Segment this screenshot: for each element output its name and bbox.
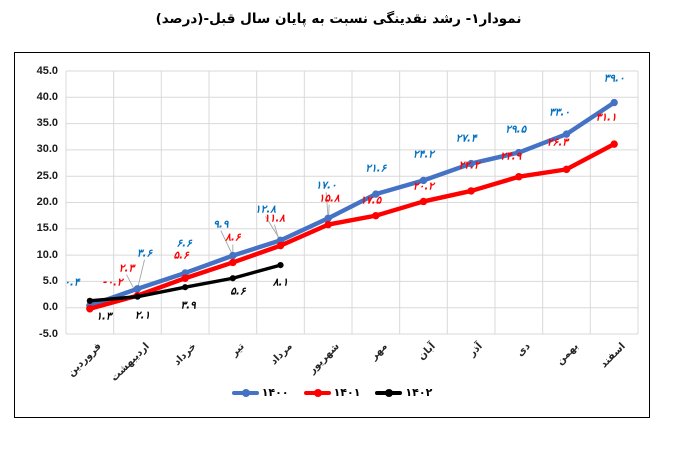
data-point <box>324 220 332 229</box>
data-label: ۵.۶ <box>230 285 246 298</box>
data-point <box>229 258 237 267</box>
data-point <box>419 197 428 206</box>
y-axis-label: 40.0 <box>36 90 58 103</box>
data-label: ۱۱.۸ <box>264 212 285 225</box>
data-label: ۲۰.۲ <box>413 180 434 193</box>
data-point <box>134 293 141 300</box>
data-point <box>277 261 284 269</box>
data-label: ۱.۳ <box>96 310 112 323</box>
y-axis-label: 35.0 <box>36 117 58 130</box>
y-axis-label: -5.0 <box>39 327 58 340</box>
data-label: ۲.۳ <box>118 262 135 275</box>
data-label: ۲۷.۴ <box>455 132 477 145</box>
data-label: -۰.۲ <box>103 276 123 289</box>
chart-area: ۱۴۰۰ ۱۴۰۱ ۱۴۰۲ 45.0 40.0 35.0 30.0 25.0 20.0 15.… <box>14 52 650 418</box>
data-label: ۱۲.۸ <box>255 203 276 216</box>
data-point <box>276 236 285 245</box>
label-leader-line <box>325 192 329 219</box>
data-label: ۳۱.۱ <box>595 111 617 124</box>
data-point <box>276 241 285 250</box>
y-axis-label: 5.0 <box>42 274 58 287</box>
data-point <box>372 211 380 220</box>
y-axis-label: 10.0 <box>36 248 58 261</box>
data-label: ۸.۱ <box>272 276 289 289</box>
data-label: ۲۱.۶ <box>365 162 387 175</box>
data-point <box>86 297 93 304</box>
data-label: ۵.۶ <box>173 249 189 262</box>
data-point <box>515 173 523 181</box>
legend-item-۱۴۰۲: ۱۴۰۲ <box>375 387 432 399</box>
data-point <box>182 284 189 291</box>
legend-label: ۱۴۰۰ <box>261 386 289 399</box>
data-label: ۲۲.۲ <box>458 159 480 172</box>
y-axis-label: 15.0 <box>36 222 58 235</box>
data-label: ۲.۱ <box>134 309 151 322</box>
data-label: ۱۷.۵ <box>360 194 382 207</box>
data-point <box>562 130 571 138</box>
data-point <box>610 98 618 107</box>
data-point <box>562 165 571 174</box>
chart-title: نمودار۱- رشد نقدینگی نسبت به پایان سال ق… <box>155 11 522 27</box>
data-label: ۲۴.۲ <box>413 148 434 161</box>
y-axis-label: 45.0 <box>36 64 58 77</box>
data-label: ۱۷.۰ <box>315 179 337 192</box>
data-label: ۲۴.۹ <box>500 150 522 163</box>
data-point <box>324 214 332 222</box>
label-leader-line <box>220 230 234 256</box>
data-label: ۳.۶ <box>136 247 153 260</box>
y-axis-label: 0.0 <box>42 301 58 314</box>
data-point <box>133 285 142 293</box>
data-label: ۳.۹ <box>180 299 196 312</box>
y-axis-label: 25.0 <box>36 169 58 182</box>
data-point <box>229 251 237 260</box>
chart-legend: ۱۴۰۰ ۱۴۰۱ ۱۴۰۲ <box>15 387 649 399</box>
data-label: ۸.۶ <box>225 231 241 244</box>
legend-label: ۱۴۰۲ <box>405 386 433 399</box>
data-point <box>86 305 94 313</box>
data-label: ۰.۴ <box>64 276 80 289</box>
legend-item-۱۴۰۱: ۱۴۰۱ <box>303 386 361 399</box>
data-point <box>515 148 523 157</box>
data-point <box>467 159 475 168</box>
y-axis-label: 20.0 <box>36 196 58 208</box>
data-label: ۱۵.۸ <box>318 192 340 205</box>
data-label: ۳۳.۰ <box>549 106 570 119</box>
data-point <box>181 274 189 282</box>
data-label: ۶.۶ <box>176 237 192 250</box>
data-label: ۹.۹ <box>213 218 229 231</box>
data-point <box>181 269 189 277</box>
data-label: ۲۶.۳ <box>547 136 568 149</box>
data-point <box>610 140 618 148</box>
legend-item-۱۴۰۰: ۱۴۰۰ <box>231 386 289 399</box>
legend-label: ۱۴۰۱ <box>333 386 361 399</box>
series-line-۱۴۰۰ <box>87 100 617 308</box>
y-axis-label: 30.0 <box>36 143 58 156</box>
legend-line-marker-icon <box>231 389 259 397</box>
label-leader-line <box>137 259 145 289</box>
plot-canvas <box>65 70 639 335</box>
data-point <box>419 176 428 185</box>
data-point <box>372 190 380 198</box>
data-point <box>229 275 236 282</box>
series-line-۱۴۰۱ <box>87 141 617 311</box>
legend-line-marker-icon <box>303 389 331 397</box>
label-leader-line <box>126 274 138 296</box>
data-point <box>467 187 475 195</box>
data-label: ۳۹.۰ <box>603 72 625 85</box>
data-label: ۲۹.۵ <box>505 123 527 136</box>
legend-line-marker-icon <box>375 389 403 397</box>
